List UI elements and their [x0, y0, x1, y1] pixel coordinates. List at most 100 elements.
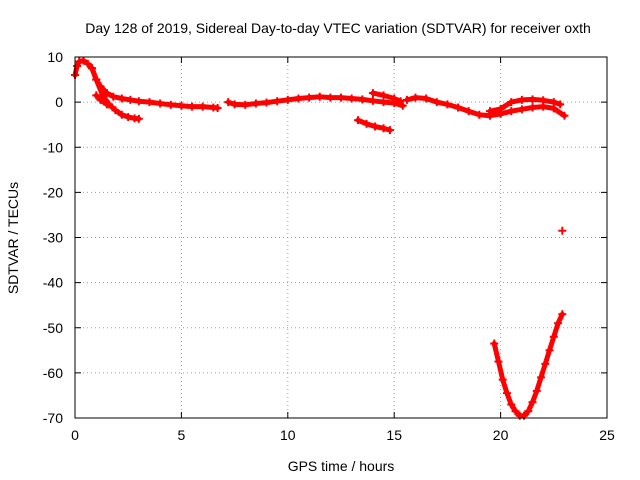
data-point — [398, 101, 407, 110]
y-tick-label: 0 — [55, 94, 63, 110]
series-arc-below — [354, 116, 394, 135]
data-point — [111, 106, 120, 115]
series-trace — [404, 95, 567, 119]
series-arc-late-upper — [485, 95, 565, 116]
data-point — [96, 95, 105, 104]
data-point — [362, 119, 371, 128]
y-tick-label: -20 — [43, 184, 63, 200]
data-point — [507, 107, 516, 116]
data-point — [305, 93, 314, 102]
data-point — [213, 103, 222, 112]
data-point — [554, 319, 563, 328]
data-point — [432, 98, 441, 107]
y-tick-label: -40 — [43, 275, 63, 291]
data-point — [517, 105, 526, 114]
series-arc-middle — [224, 92, 407, 110]
data-point — [294, 94, 303, 103]
data-point — [79, 56, 88, 65]
x-tick-label: 0 — [71, 427, 79, 443]
data-point — [549, 332, 558, 341]
data-point — [230, 100, 239, 109]
series-arc-main-start — [71, 56, 222, 112]
series-trace — [491, 311, 565, 419]
data-point — [283, 95, 292, 104]
data-point — [498, 375, 507, 384]
data-point — [507, 98, 516, 107]
data-point — [224, 98, 233, 107]
data-point — [126, 95, 135, 104]
x-tick-label: 15 — [386, 427, 402, 443]
data-point — [528, 95, 537, 104]
x-tick-label: 25 — [599, 427, 615, 443]
data-point — [454, 103, 463, 112]
data-point — [558, 310, 567, 319]
y-tick-label: -60 — [43, 365, 63, 381]
data-point — [528, 398, 537, 407]
series-arc-above — [368, 89, 405, 106]
data-point — [390, 94, 399, 103]
data-point — [368, 89, 377, 98]
data-point — [371, 122, 380, 131]
data-point — [379, 91, 388, 100]
data-point — [109, 92, 118, 101]
data-point — [188, 102, 197, 111]
data-point — [490, 339, 499, 348]
data-point — [315, 92, 324, 101]
data-point — [494, 357, 503, 366]
data-point — [326, 93, 335, 102]
data-point — [134, 114, 143, 123]
data-point — [532, 386, 541, 395]
data-point — [539, 96, 548, 105]
data-point — [92, 91, 101, 100]
data-point — [83, 59, 92, 68]
data-point — [528, 103, 537, 112]
data-point — [541, 359, 550, 368]
data-point — [402, 95, 411, 104]
data-point — [443, 100, 452, 109]
data-point — [198, 102, 207, 111]
data-point — [251, 99, 260, 108]
series-arc-descending — [88, 64, 143, 123]
data-point — [358, 95, 367, 104]
data-point — [124, 113, 133, 122]
data-point — [337, 93, 345, 102]
data-point — [537, 373, 546, 382]
data-point — [396, 97, 405, 106]
data-point — [117, 110, 126, 119]
grid — [75, 57, 607, 418]
data-point — [117, 94, 126, 103]
plot-series — [71, 56, 569, 420]
data-point — [166, 100, 175, 109]
data-point — [556, 100, 565, 109]
data-point — [549, 98, 558, 107]
data-point — [241, 100, 250, 109]
data-point — [177, 101, 186, 110]
data-point — [354, 116, 363, 125]
data-point — [485, 107, 494, 116]
data-point — [560, 111, 569, 120]
x-tick-label: 20 — [493, 427, 509, 443]
x-tick-label: 10 — [280, 427, 296, 443]
data-point — [134, 97, 143, 106]
series-parabola-dip — [490, 310, 567, 420]
data-point — [88, 64, 97, 73]
data-point — [156, 99, 165, 108]
data-point — [475, 110, 484, 119]
y-tick-label: -70 — [43, 410, 63, 426]
data-point — [511, 407, 520, 416]
data-point — [102, 100, 111, 109]
plot-frame — [74, 56, 608, 419]
data-point — [502, 389, 511, 398]
chart-title: Day 128 of 2019, Sidereal Day-to-day VTE… — [85, 20, 591, 36]
data-point — [347, 94, 356, 103]
data-point — [496, 104, 505, 113]
y-axis-label: SDTVAR / TECUs — [5, 182, 21, 294]
data-point — [262, 98, 271, 107]
y-tick-label: -10 — [43, 139, 63, 155]
data-point — [385, 126, 394, 135]
y-tick-label: 10 — [47, 49, 63, 65]
data-point — [379, 124, 388, 133]
data-point — [73, 62, 82, 71]
data-point — [411, 93, 420, 102]
